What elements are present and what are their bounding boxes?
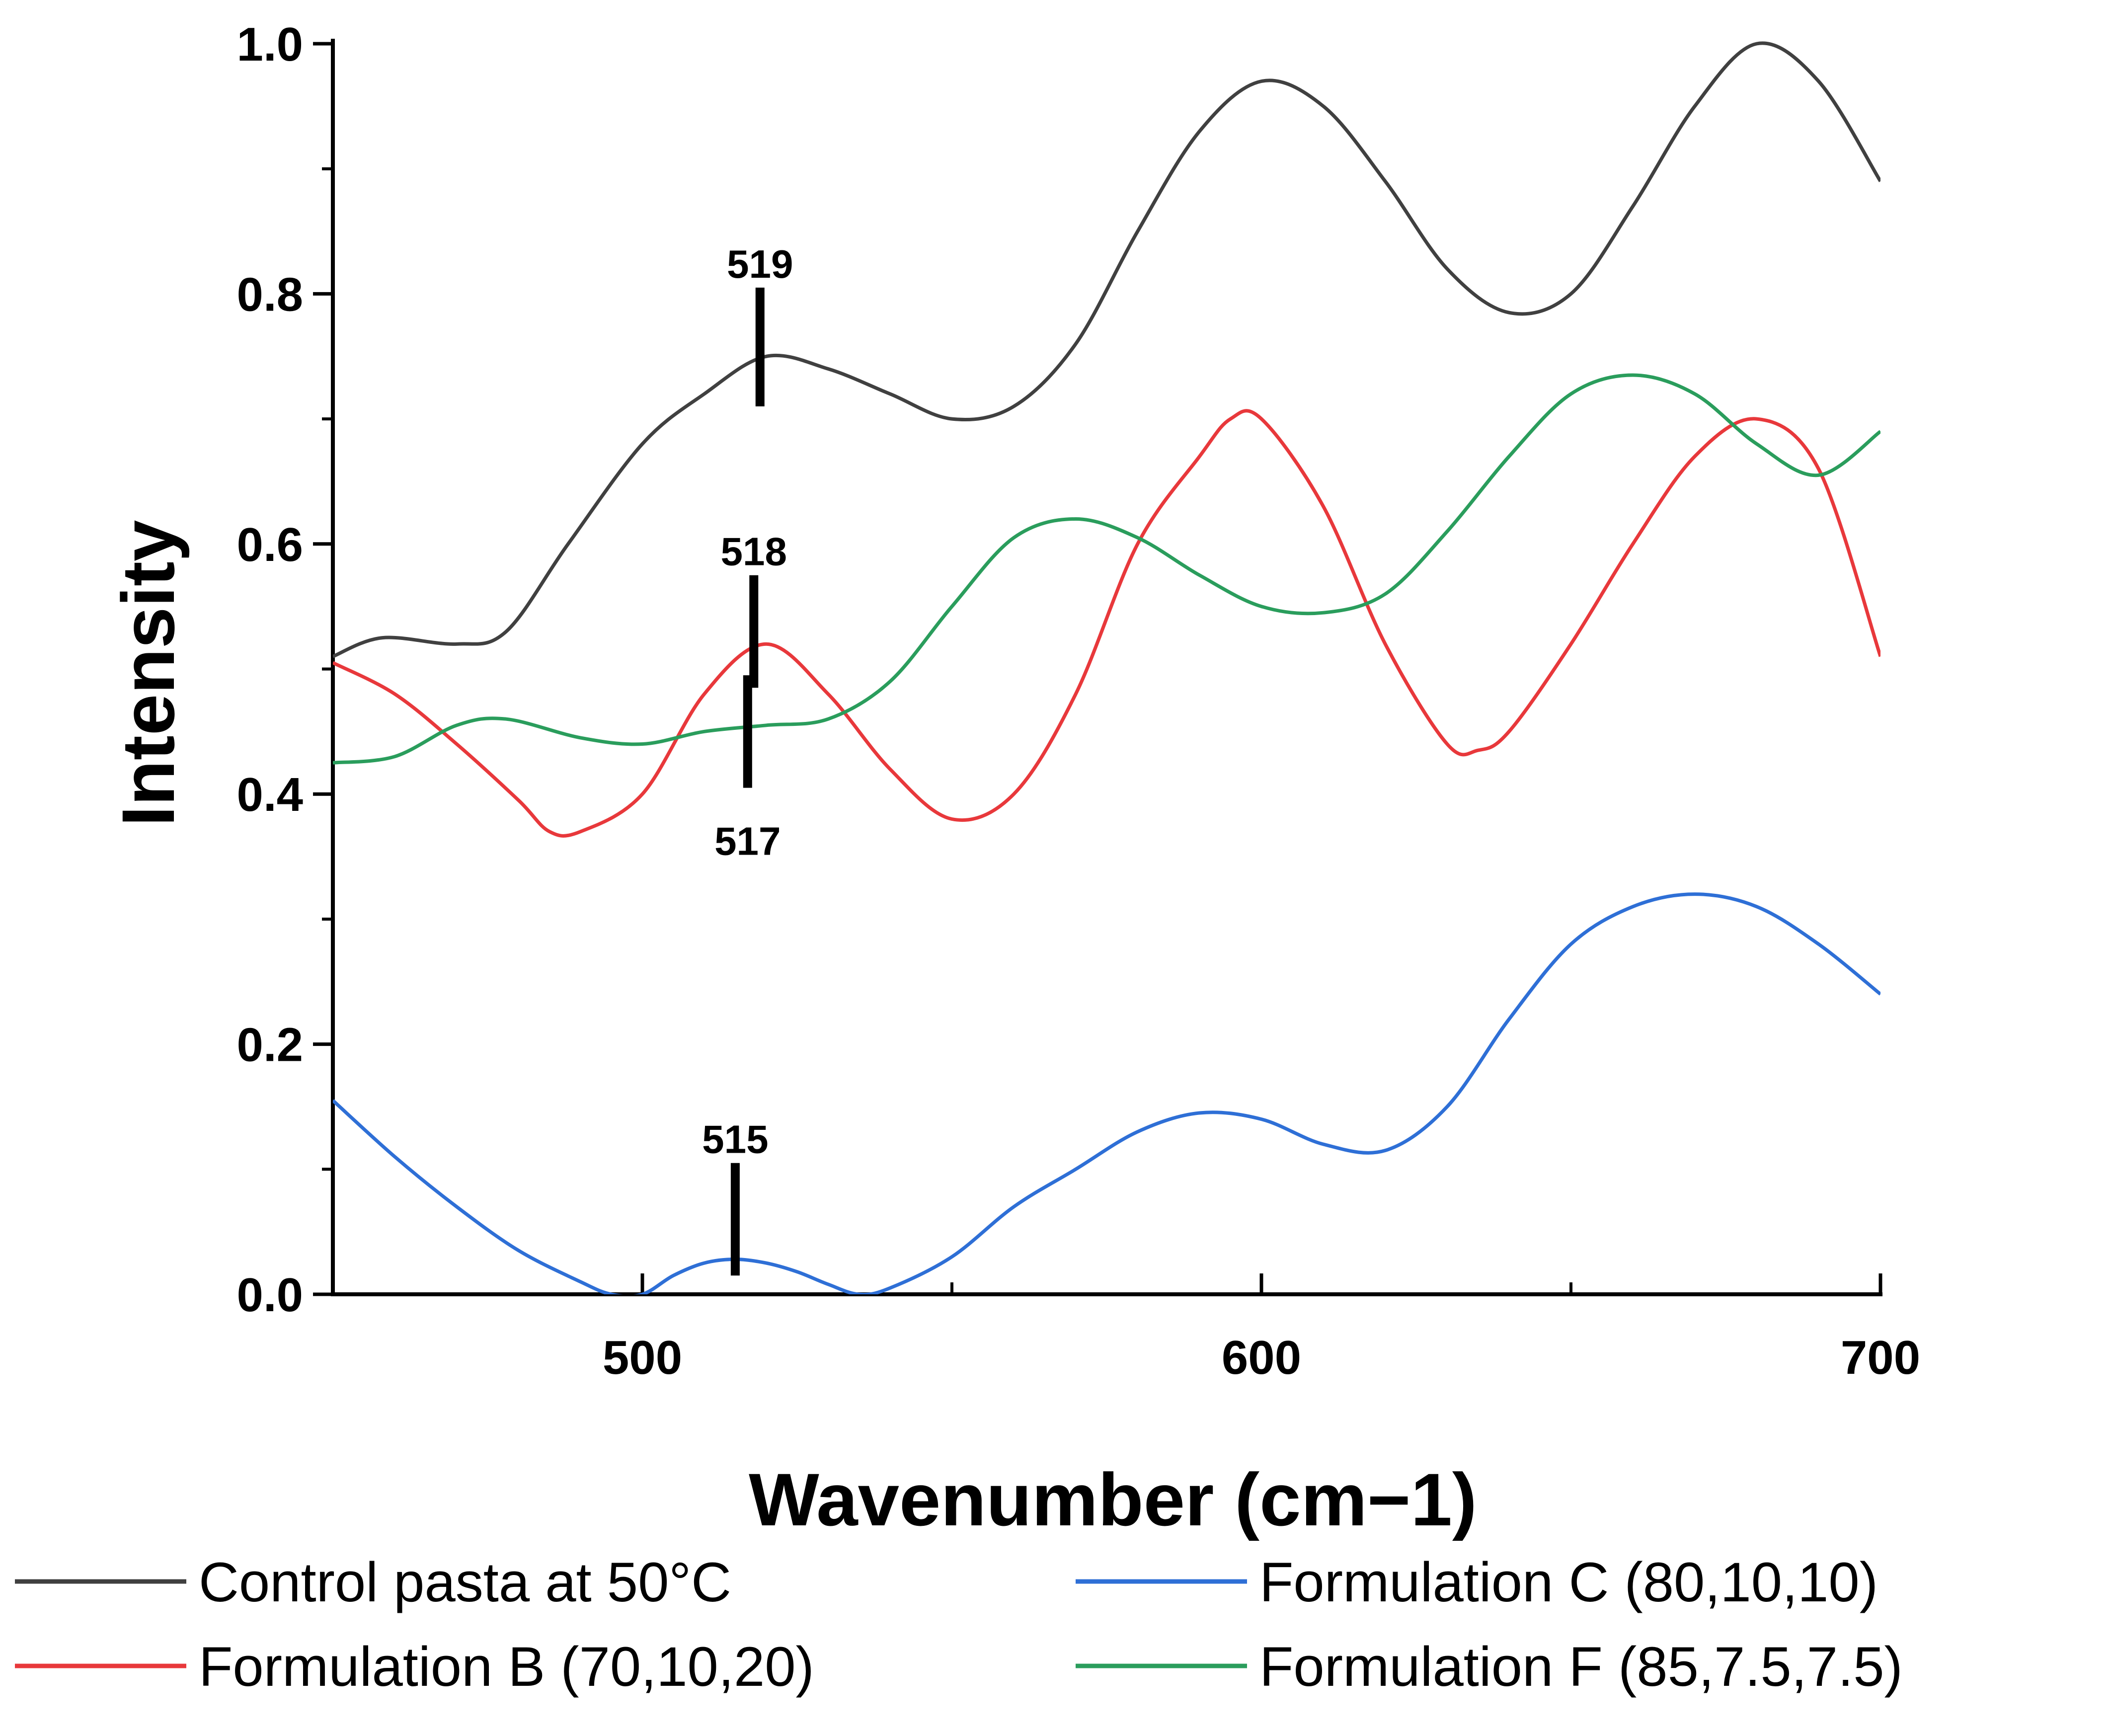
legend-label-formulation-f-85-7-5-7-5: Formulation F (85,7.5,7.5) <box>1259 1636 1903 1698</box>
legend-label-formulation-c-80-10-10: Formulation C (80,10,10) <box>1259 1551 1878 1613</box>
y-tick-label: 0.4 <box>237 768 303 821</box>
series-lines <box>333 41 1880 1294</box>
series-line-formulation-c-80-10-10 <box>333 892 1880 1294</box>
peak-label-517: 517 <box>714 819 781 864</box>
peak-annotations: 519 518 517 515 <box>702 242 793 1276</box>
legend-label-formulation-b-70-10-20: Formulation B (70,10,20) <box>199 1636 814 1698</box>
x-axis-title: Wavenumber (cm−1) <box>749 1458 1477 1541</box>
y-tick-label: 0.2 <box>237 1019 303 1072</box>
axes: 0.0 0.2 0.4 0.6 0.8 1.0 500 600 700 <box>237 18 1921 1384</box>
y-tick-label: 0.0 <box>237 1268 303 1322</box>
legend-label-control-pasta-at-50-c: Control pasta at 50°C <box>199 1551 731 1613</box>
peak-label-518: 518 <box>721 530 787 574</box>
y-axis-title: Intensity <box>106 520 190 827</box>
y-tick-label: 0.6 <box>237 518 303 571</box>
series-line-formulation-b-70-10-20 <box>333 409 1880 838</box>
peak-label-515: 515 <box>702 1117 768 1162</box>
legend: Control pasta at 50°C Formulation C (80,1… <box>15 1551 1903 1698</box>
y-tick-label: 0.8 <box>237 268 303 321</box>
series-line-formulation-f-85-7-5-7-5 <box>333 373 1880 765</box>
y-tick-label: 1.0 <box>237 18 303 71</box>
x-tick-label: 500 <box>603 1331 682 1384</box>
x-tick-label: 700 <box>1841 1331 1920 1384</box>
peak-label-519: 519 <box>727 242 793 286</box>
x-tick-label: 600 <box>1222 1331 1301 1384</box>
series-line-control-pasta-at-50-c <box>333 41 1880 658</box>
